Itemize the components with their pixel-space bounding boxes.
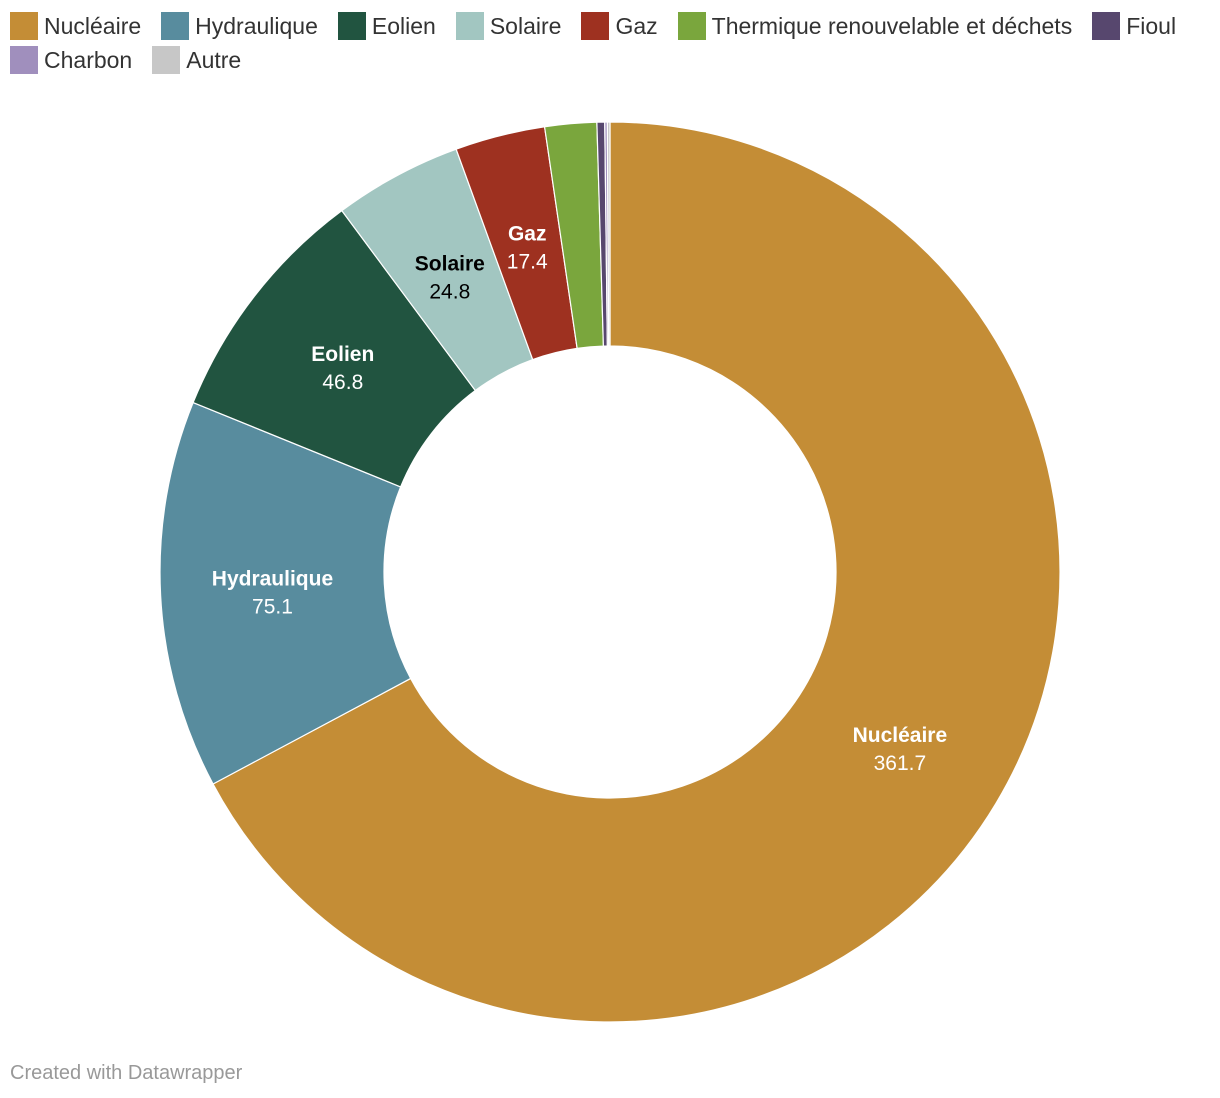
legend-label: Eolien	[371, 12, 436, 39]
legend-label: Solaire	[489, 12, 562, 39]
legend-item: Nucléaire	[10, 12, 141, 40]
legend-swatch	[581, 12, 610, 40]
slice-label-name: Hydraulique	[212, 568, 333, 591]
legend-label: Thermique renouvelable et déchets	[711, 12, 1073, 39]
legend-swatch	[455, 12, 484, 40]
slice-label-value: 24.8	[429, 280, 470, 303]
legend-swatch	[1092, 12, 1121, 40]
slice-label-value: 361.7	[874, 752, 927, 775]
donut-slice	[212, 121, 1061, 1023]
legend-item: Eolien	[337, 12, 436, 40]
legend-swatch	[677, 12, 706, 40]
legend-label: Hydraulique	[195, 12, 318, 39]
legend-label: Fioul	[1126, 12, 1177, 39]
legend-item: Autre	[152, 46, 241, 74]
legend-swatch	[161, 12, 190, 40]
slice-label-name: Eolien	[311, 343, 374, 366]
slice-label-value: 17.4	[507, 250, 548, 273]
legend-label: Gaz	[615, 12, 658, 39]
footer-credit: Created with Datawrapper	[10, 1062, 243, 1084]
legend-item: Hydraulique	[161, 12, 318, 40]
legend-item: Fioul	[1092, 12, 1176, 40]
chart-legend: Nucléaire Hydraulique Eolien Solaire Gaz Ther…	[10, 12, 1215, 74]
slice-label-value: 75.1	[252, 596, 293, 619]
legend-swatch	[10, 46, 38, 74]
legend-item: Charbon	[10, 46, 132, 74]
donut-slice	[159, 401, 412, 785]
slice-label-value: 46.8	[322, 371, 363, 394]
legend-label: Autre	[186, 46, 242, 73]
legend-item: Gaz	[581, 12, 658, 40]
slice-label-name: Solaire	[415, 252, 485, 275]
legend-swatch	[337, 12, 366, 40]
legend-item: Thermique renouvelable et déchets	[677, 12, 1073, 40]
slice-label-name: Nucléaire	[853, 724, 948, 747]
slice-label-name: Gaz	[508, 222, 547, 245]
legend-swatch	[10, 12, 38, 40]
legend-item: Solaire	[455, 12, 562, 40]
legend-label: Nucléaire	[44, 12, 142, 39]
legend-swatch	[152, 46, 181, 74]
donut-slice	[606, 121, 611, 347]
legend-label: Charbon	[44, 46, 133, 73]
